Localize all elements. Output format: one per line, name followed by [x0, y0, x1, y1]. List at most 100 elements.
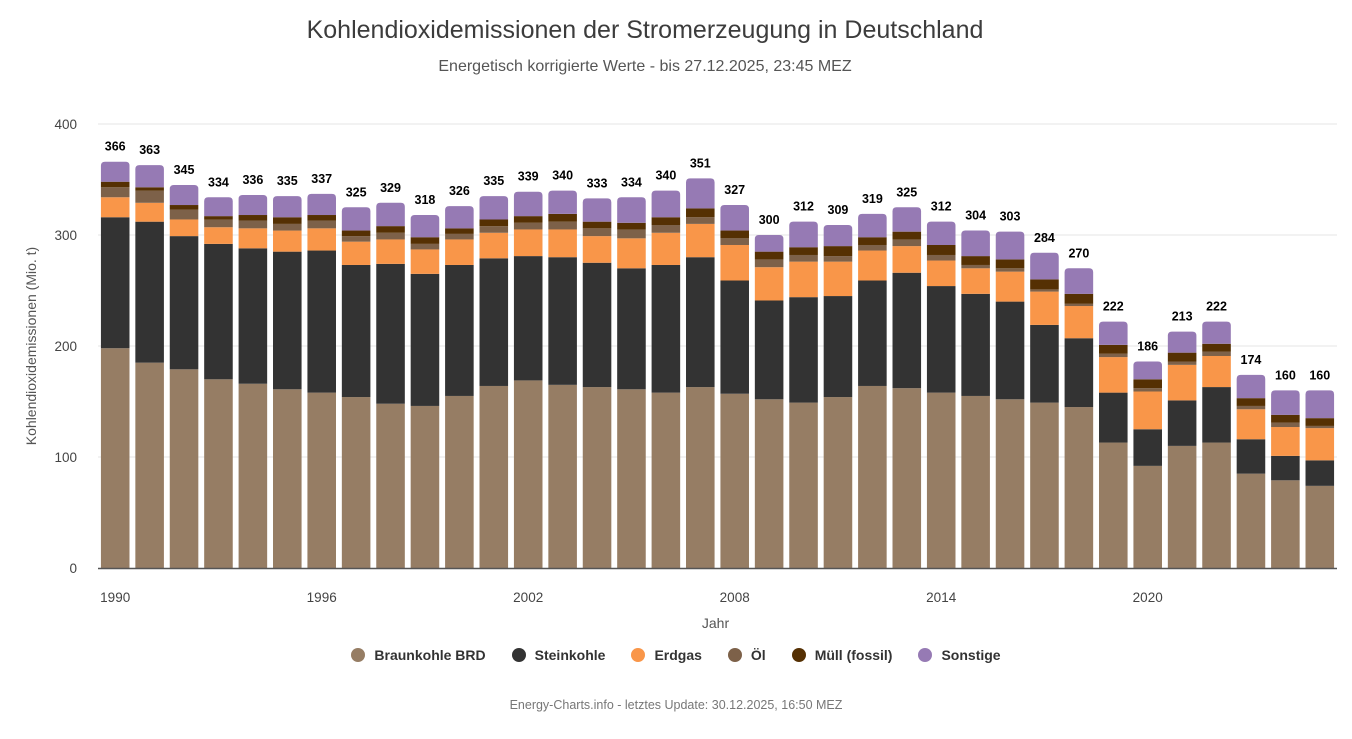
bar-segment[interactable]: [135, 187, 164, 191]
bar-segment[interactable]: [995, 271, 1025, 302]
bar-segment[interactable]: [926, 392, 956, 568]
bar-segment[interactable]: [582, 198, 612, 222]
bar-segment[interactable]: [341, 241, 371, 265]
bar-segment[interactable]: [1099, 353, 1128, 358]
legend-item[interactable]: Öl: [727, 647, 766, 663]
bar-segment[interactable]: [995, 301, 1025, 400]
bar-segment[interactable]: [754, 267, 784, 301]
bar-segment[interactable]: [513, 380, 543, 568]
bar-segment[interactable]: [1099, 392, 1128, 443]
bar-segment[interactable]: [823, 225, 853, 247]
bar-segment[interactable]: [445, 206, 474, 229]
bar-segment[interactable]: [548, 190, 577, 214]
bar-segment[interactable]: [1271, 422, 1300, 428]
bar-segment[interactable]: [1202, 442, 1231, 568]
bar-segment[interactable]: [582, 262, 612, 388]
bar-segment[interactable]: [1305, 418, 1335, 426]
bar-segment[interactable]: [341, 397, 371, 568]
bar-segment[interactable]: [789, 221, 818, 248]
bar-stack-1993[interactable]: [204, 197, 233, 568]
bar-segment[interactable]: [617, 222, 646, 230]
bar-segment[interactable]: [651, 392, 681, 568]
bar-segment[interactable]: [1271, 480, 1300, 568]
bar-segment[interactable]: [548, 229, 577, 258]
bar-segment[interactable]: [1305, 428, 1335, 461]
bar-segment[interactable]: [961, 264, 990, 269]
bar-segment[interactable]: [341, 264, 371, 398]
bar-segment[interactable]: [479, 196, 509, 220]
bar-segment[interactable]: [169, 209, 199, 220]
bar-stack-2017[interactable]: [1030, 252, 1059, 568]
bar-segment[interactable]: [858, 213, 887, 238]
bar-segment[interactable]: [720, 244, 749, 281]
bar-segment[interactable]: [204, 219, 233, 228]
bar-segment[interactable]: [995, 259, 1025, 269]
bar-segment[interactable]: [754, 251, 784, 260]
bar-segment[interactable]: [617, 197, 646, 223]
bar-segment[interactable]: [273, 389, 302, 568]
bar-segment[interactable]: [651, 232, 681, 265]
bar-segment[interactable]: [754, 399, 784, 568]
bar-segment[interactable]: [238, 383, 268, 568]
bar-segment[interactable]: [273, 251, 302, 390]
bar-segment[interactable]: [1133, 379, 1162, 389]
bar-segment[interactable]: [100, 181, 130, 188]
bar-stack-2006[interactable]: [651, 190, 681, 568]
bar-segment[interactable]: [445, 395, 474, 568]
bar-segment[interactable]: [341, 230, 371, 237]
legend-item[interactable]: Sonstige: [918, 647, 1001, 663]
bar-segment[interactable]: [169, 236, 199, 370]
bar-stack-2016[interactable]: [995, 231, 1025, 568]
bar-segment[interactable]: [513, 229, 543, 257]
bar-stack-1995[interactable]: [273, 196, 302, 568]
bar-segment[interactable]: [1064, 338, 1094, 408]
bar-segment[interactable]: [479, 258, 509, 386]
bar-stack-2018[interactable]: [1064, 268, 1094, 568]
bar-segment[interactable]: [1167, 352, 1197, 362]
bar-segment[interactable]: [169, 205, 199, 210]
bar-segment[interactable]: [1133, 465, 1162, 568]
bar-segment[interactable]: [686, 223, 715, 258]
bar-segment[interactable]: [479, 219, 509, 227]
bar-segment[interactable]: [1099, 442, 1128, 568]
bar-segment[interactable]: [135, 202, 164, 222]
bar-segment[interactable]: [892, 246, 922, 273]
bar-segment[interactable]: [273, 196, 302, 218]
bar-segment[interactable]: [754, 300, 784, 400]
bar-segment[interactable]: [479, 232, 509, 259]
bar-segment[interactable]: [892, 272, 922, 389]
bar-segment[interactable]: [961, 395, 990, 568]
bar-segment[interactable]: [892, 388, 922, 568]
bar-stack-2003[interactable]: [548, 190, 577, 568]
bar-stack-2007[interactable]: [686, 178, 715, 568]
bar-segment[interactable]: [307, 392, 336, 568]
bar-segment[interactable]: [410, 237, 440, 244]
bar-segment[interactable]: [1064, 407, 1094, 568]
bar-segment[interactable]: [1271, 390, 1300, 415]
bar-stack-2009[interactable]: [754, 235, 784, 568]
bar-segment[interactable]: [1030, 324, 1059, 403]
bar-segment[interactable]: [720, 205, 749, 231]
bar-stack-2025[interactable]: [1305, 390, 1335, 568]
bar-segment[interactable]: [926, 254, 956, 261]
bar-segment[interactable]: [720, 238, 749, 245]
bar-segment[interactable]: [307, 250, 336, 393]
bar-segment[interactable]: [100, 187, 130, 198]
bar-segment[interactable]: [548, 221, 577, 230]
bar-segment[interactable]: [926, 244, 956, 255]
bar-segment[interactable]: [238, 195, 268, 216]
bar-segment[interactable]: [1133, 361, 1162, 380]
bar-segment[interactable]: [1236, 439, 1266, 474]
bar-segment[interactable]: [995, 231, 1025, 260]
bar-segment[interactable]: [410, 249, 440, 274]
bar-segment[interactable]: [1236, 409, 1266, 440]
bar-segment[interactable]: [686, 257, 715, 388]
bar-segment[interactable]: [858, 280, 887, 386]
bar-stack-2011[interactable]: [823, 225, 853, 568]
bar-segment[interactable]: [307, 220, 336, 229]
bar-stack-1994[interactable]: [238, 195, 268, 568]
bar-stack-1997[interactable]: [341, 207, 371, 568]
bar-segment[interactable]: [238, 228, 268, 249]
bar-segment[interactable]: [582, 387, 612, 568]
bar-stack-2001[interactable]: [479, 196, 509, 568]
